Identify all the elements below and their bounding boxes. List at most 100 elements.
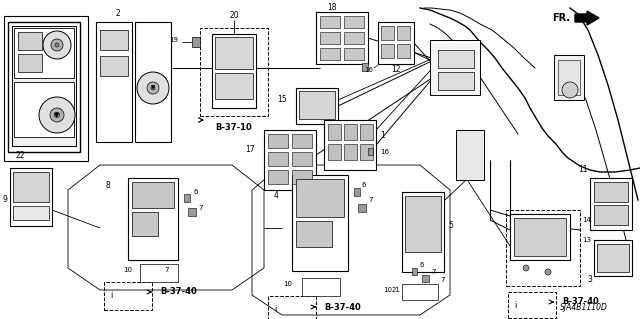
- Bar: [597, 244, 629, 272]
- Text: B-37-40: B-37-40: [160, 287, 196, 296]
- Bar: [344, 16, 364, 28]
- Text: 22: 22: [15, 151, 25, 160]
- Text: SJA4B1110D: SJA4B1110D: [560, 303, 608, 313]
- Text: 20: 20: [229, 11, 239, 19]
- Text: 16: 16: [364, 67, 373, 73]
- Text: 7: 7: [164, 267, 168, 273]
- Circle shape: [39, 97, 75, 133]
- Circle shape: [523, 265, 529, 271]
- Bar: [299, 91, 335, 119]
- Text: ▼: ▼: [151, 85, 155, 91]
- Bar: [554, 55, 584, 100]
- Bar: [378, 22, 414, 64]
- Bar: [192, 37, 200, 47]
- Bar: [328, 144, 341, 160]
- Bar: [135, 22, 171, 142]
- Text: 6: 6: [419, 262, 424, 268]
- Bar: [13, 206, 49, 220]
- Text: 10: 10: [283, 281, 292, 287]
- Text: 8: 8: [105, 181, 110, 189]
- Text: i: i: [110, 291, 112, 300]
- Bar: [405, 196, 441, 252]
- Bar: [590, 178, 632, 230]
- Bar: [268, 170, 288, 184]
- Bar: [320, 32, 340, 44]
- Bar: [4, 16, 88, 161]
- Bar: [296, 88, 338, 124]
- Bar: [96, 22, 132, 142]
- Bar: [18, 32, 42, 50]
- Bar: [381, 44, 394, 58]
- Bar: [292, 134, 312, 148]
- Circle shape: [55, 43, 59, 47]
- Bar: [268, 134, 288, 148]
- Bar: [402, 192, 444, 272]
- Text: 6: 6: [362, 182, 367, 188]
- Bar: [412, 268, 417, 275]
- Text: 7: 7: [368, 197, 372, 203]
- Bar: [128, 178, 178, 260]
- Bar: [438, 72, 474, 90]
- Text: 9: 9: [2, 196, 7, 204]
- Bar: [212, 34, 256, 108]
- Text: B-37-40: B-37-40: [562, 298, 599, 307]
- Bar: [506, 210, 580, 286]
- FancyArrow shape: [575, 11, 599, 25]
- Bar: [344, 32, 364, 44]
- Bar: [381, 26, 394, 40]
- Text: B-37-40: B-37-40: [324, 302, 361, 311]
- Bar: [320, 48, 340, 60]
- Bar: [100, 56, 128, 76]
- Text: 7: 7: [198, 205, 202, 211]
- Bar: [200, 28, 268, 116]
- Text: FR.: FR.: [552, 13, 570, 23]
- Bar: [13, 172, 49, 202]
- Text: 13: 13: [582, 237, 591, 243]
- Circle shape: [147, 82, 159, 94]
- Text: B-37-10: B-37-10: [215, 123, 252, 132]
- Bar: [292, 170, 312, 184]
- Text: 2: 2: [116, 10, 120, 19]
- Bar: [344, 48, 364, 60]
- Text: ▼: ▼: [54, 112, 60, 118]
- Bar: [268, 152, 288, 166]
- Text: 10: 10: [383, 287, 392, 293]
- Bar: [358, 204, 366, 212]
- Bar: [296, 221, 332, 247]
- Bar: [18, 54, 42, 72]
- Text: 18: 18: [327, 4, 337, 12]
- Bar: [188, 208, 196, 216]
- Circle shape: [51, 39, 63, 51]
- Text: 7: 7: [431, 269, 435, 275]
- Bar: [215, 37, 253, 69]
- Bar: [430, 40, 480, 95]
- Bar: [14, 28, 74, 78]
- Bar: [594, 240, 632, 276]
- Bar: [360, 144, 373, 160]
- Bar: [362, 63, 368, 71]
- Bar: [397, 26, 410, 40]
- Circle shape: [562, 82, 578, 98]
- Bar: [594, 205, 628, 225]
- Bar: [184, 194, 190, 202]
- Bar: [100, 30, 128, 50]
- Bar: [402, 284, 438, 300]
- Text: 21: 21: [391, 287, 400, 293]
- Bar: [292, 152, 312, 166]
- Text: 14: 14: [582, 217, 591, 223]
- Bar: [344, 144, 357, 160]
- Bar: [360, 124, 373, 140]
- Bar: [215, 73, 253, 99]
- Bar: [328, 124, 341, 140]
- Bar: [422, 275, 429, 282]
- Bar: [10, 168, 52, 226]
- Text: 3: 3: [587, 276, 592, 285]
- Bar: [508, 292, 556, 318]
- Bar: [316, 12, 368, 64]
- Bar: [292, 175, 348, 271]
- Bar: [514, 218, 566, 256]
- Bar: [510, 214, 570, 260]
- Bar: [14, 82, 74, 137]
- Text: 10: 10: [123, 267, 132, 273]
- Bar: [8, 22, 80, 152]
